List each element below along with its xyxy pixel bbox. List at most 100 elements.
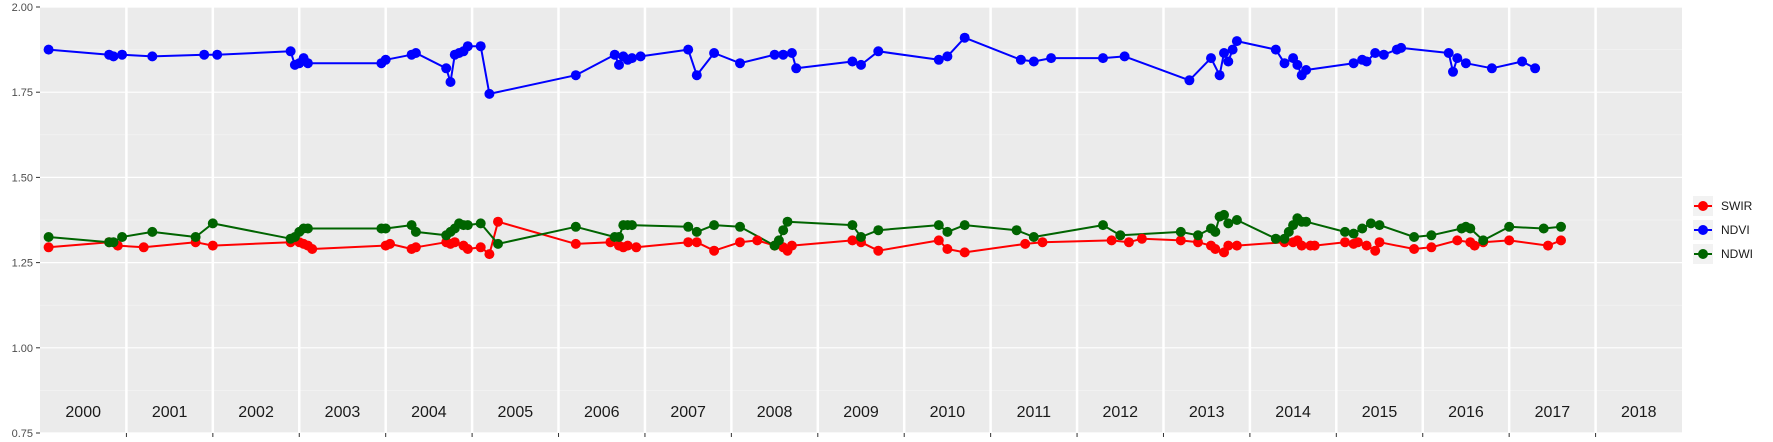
legend-label-ndvi: NDVI [1721, 223, 1750, 237]
point-ndwi [942, 226, 953, 237]
point-ndvi [199, 49, 210, 60]
year-labels: 2000 2001 2002 2003 2004 2005 2006 2007 2008 2009… [65, 404, 1656, 421]
point-swir [1361, 240, 1372, 251]
point-swir [307, 244, 318, 254]
point-ndwi [493, 238, 503, 249]
point-ndwi [1374, 220, 1385, 231]
point-swir [1469, 240, 1480, 251]
point-ndvi [1098, 53, 1108, 64]
point-ndwi [117, 232, 128, 242]
point-swir [1020, 238, 1031, 249]
point-ndvi [791, 63, 802, 74]
point-ndvi [1292, 59, 1303, 70]
point-ndvi [147, 51, 158, 62]
point-ndwi [627, 220, 637, 231]
point-ndvi [1452, 53, 1463, 64]
point-ndwi [475, 218, 486, 229]
year-label: 2004 [411, 404, 447, 421]
point-swir [1296, 240, 1307, 251]
point-swir [1452, 235, 1463, 246]
point-swir [462, 244, 473, 254]
point-ndwi [1409, 232, 1420, 242]
point-ndwi [735, 221, 745, 232]
point-ndvi [856, 59, 866, 70]
point-swir [847, 235, 858, 246]
point-ndvi [1219, 48, 1229, 58]
y-tick-label: 1.75 [12, 87, 33, 99]
point-ndvi [1270, 44, 1281, 55]
point-ndvi [380, 54, 391, 65]
point-ndwi [1028, 232, 1039, 242]
point-ndvi [1206, 53, 1216, 64]
legend: SWIR NDVI NDWI [1693, 196, 1753, 264]
point-swir [1374, 237, 1385, 248]
point-swir [1426, 242, 1437, 253]
point-ndvi [285, 46, 296, 57]
point-ndwi [1231, 215, 1242, 225]
point-ndvi [410, 48, 421, 58]
point-swir [43, 242, 54, 253]
point-ndwi [410, 226, 421, 237]
year-label: 2002 [238, 404, 274, 421]
point-swir [1409, 244, 1420, 254]
point-ndvi [1119, 51, 1130, 62]
point-swir [735, 237, 745, 248]
point-ndvi [1443, 48, 1454, 58]
point-swir [1370, 245, 1381, 256]
point-ndvi [212, 49, 223, 60]
year-label: 2011 [1017, 404, 1052, 421]
legend-marker-swir [1698, 201, 1708, 211]
point-ndvi [609, 49, 620, 60]
year-label: 2015 [1362, 404, 1398, 421]
point-ndwi [380, 223, 391, 234]
point-ndwi [1223, 218, 1234, 229]
point-ndwi [108, 237, 119, 248]
point-swir [622, 240, 633, 251]
legend-marker-ndvi [1698, 225, 1708, 235]
point-swir [1210, 244, 1221, 254]
point-swir [1193, 237, 1203, 248]
point-ndwi [683, 221, 694, 232]
point-ndwi [1465, 223, 1476, 234]
point-swir [942, 244, 953, 254]
point-ndvi [1517, 56, 1528, 67]
year-label: 2001 [152, 404, 188, 421]
legend-label-swir: SWIR [1721, 199, 1753, 213]
point-ndvi [847, 56, 858, 67]
point-swir [1123, 237, 1134, 248]
point-ndwi [1193, 230, 1203, 241]
point-ndvi [1486, 63, 1497, 74]
point-ndvi [1396, 42, 1407, 53]
point-ndvi [1378, 49, 1389, 60]
point-swir [1556, 235, 1566, 246]
point-ndvi [1046, 53, 1057, 64]
point-ndvi [117, 49, 128, 60]
point-ndwi [570, 221, 581, 232]
point-swir [873, 245, 884, 256]
year-label: 2008 [757, 404, 793, 421]
point-ndwi [1538, 223, 1549, 234]
point-swir [683, 237, 694, 248]
point-ndwi [933, 220, 944, 231]
point-ndvi [1231, 36, 1242, 47]
series-points [43, 32, 1566, 260]
point-ndwi [1011, 225, 1022, 236]
year-label: 2017 [1535, 404, 1571, 421]
point-ndwi [302, 223, 313, 234]
point-ndwi [1357, 223, 1368, 234]
point-ndwi [1115, 230, 1126, 241]
point-swir [709, 245, 720, 256]
y-tick-label: 1.00 [12, 343, 33, 355]
point-swir [959, 247, 970, 258]
y-tick-label: 2.00 [12, 2, 33, 14]
point-swir [1231, 240, 1242, 251]
point-ndvi [735, 58, 745, 69]
point-ndvi [959, 32, 970, 43]
point-ndwi [782, 216, 793, 227]
point-ndvi [691, 70, 702, 81]
point-ndwi [207, 218, 218, 229]
point-ndwi [773, 235, 784, 246]
year-label: 2014 [1275, 404, 1311, 421]
point-ndvi [635, 51, 646, 62]
point-swir [1106, 235, 1117, 246]
